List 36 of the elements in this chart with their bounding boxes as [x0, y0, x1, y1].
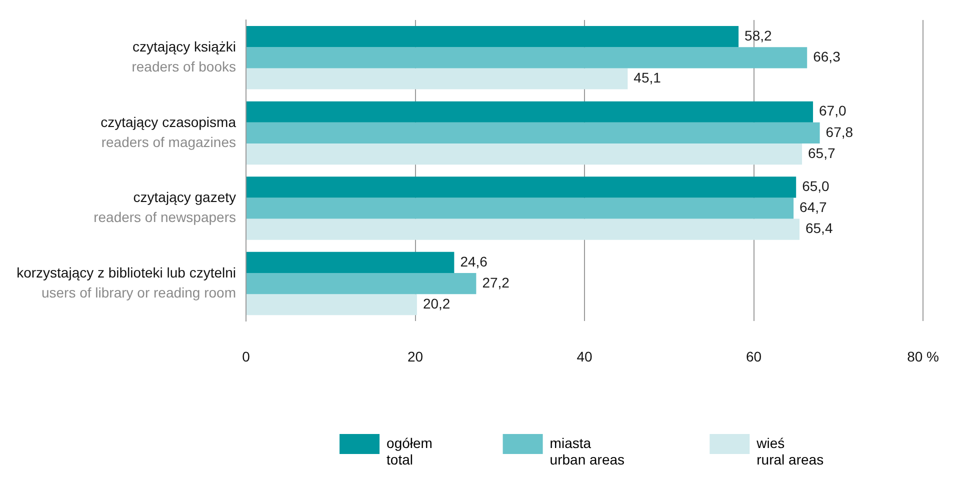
data-label: 65,4 — [805, 220, 833, 236]
legend-label: wieś rural areas — [756, 434, 824, 468]
data-label: 65,0 — [802, 178, 830, 194]
data-label: 66,3 — [813, 48, 841, 65]
data-label: 20,2 — [422, 295, 450, 312]
legend-label: ogółem total — [386, 434, 432, 468]
bar — [246, 143, 802, 165]
bar — [246, 101, 814, 122]
bar — [246, 218, 800, 240]
x-tick-label: 20 — [407, 348, 424, 364]
bar — [246, 176, 796, 198]
data-label: 67,0 — [819, 102, 846, 119]
bar — [246, 252, 454, 274]
data-label: 64,7 — [800, 199, 828, 216]
legend-label: miasta urban areas — [550, 434, 625, 468]
y-tick-label: korzystający z biblioteki lub czytelni users of library or reading room — [16, 264, 236, 300]
bar — [246, 26, 739, 48]
bar — [246, 294, 417, 316]
x-tick-label: 40 — [576, 348, 593, 364]
data-label: 24,6 — [460, 253, 488, 270]
y-tick-label: czytający gazety readers of newspapers — [94, 189, 236, 226]
bar — [246, 198, 794, 219]
y-tick-label: czytający książki readers of books — [132, 38, 236, 75]
bar — [246, 68, 628, 90]
x-tick-label: 60 — [746, 348, 762, 364]
bar — [246, 273, 476, 294]
y-tick-label: czytający czasopisma readers of magazines — [100, 114, 236, 150]
x-tick-label: 0 — [242, 348, 250, 364]
bar — [246, 47, 808, 68]
data-label: 27,2 — [482, 274, 510, 290]
data-label: 45,1 — [634, 70, 662, 86]
data-label: 58,2 — [744, 27, 772, 44]
data-label: 67,8 — [826, 124, 854, 140]
x-tick-label: 80 % — [907, 348, 940, 364]
data-label: 65,7 — [808, 144, 836, 161]
bar — [246, 122, 820, 144]
